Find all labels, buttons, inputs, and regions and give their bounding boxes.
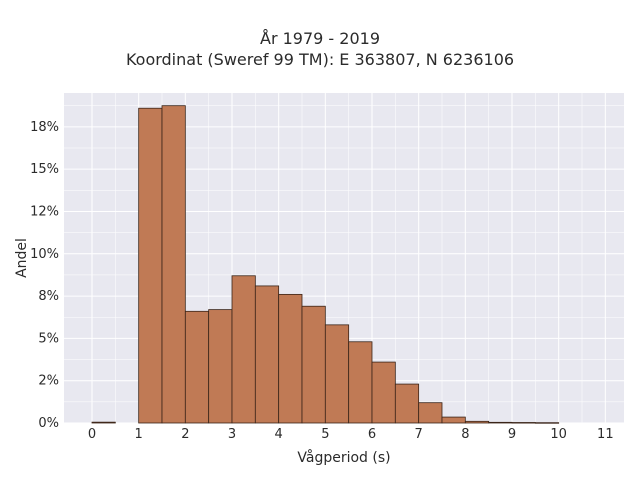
x-tick-label: 10 [550,427,567,442]
x-tick-label: 5 [321,427,329,442]
x-tick-label: 6 [368,427,376,442]
y-axis-label: Andel [14,238,30,278]
chart-subtitle: Koordinat (Sweref 99 TM): E 363807, N 62… [125,50,515,69]
bars [91,105,560,424]
y-tick-label: 18% [30,120,59,135]
y-tick-label: 12% [30,204,59,219]
y-tick-label: 2% [38,374,59,389]
y-tick-label: 8% [38,289,59,304]
y-tick-label: 5% [38,331,59,346]
x-tick-label: 3 [228,427,236,442]
histogram-bar [418,402,443,424]
x-tick-label: 2 [181,427,189,442]
histogram-bar [394,383,420,424]
histogram-bar [91,421,116,424]
x-tick-label: 1 [135,427,143,442]
x-axis-label: Vågperiod (s) [297,449,390,466]
y-tick-label: 15% [30,162,59,177]
y-axis-ticks: 0% 2% 5% 8% 10% 12% 15% 18% [30,120,59,431]
x-tick-label: 0 [88,427,96,442]
y-tick-label: 0% [38,416,59,431]
histogram-bar [324,324,350,424]
x-axis-ticks: 0 1 2 3 4 5 6 7 8 9 10 11 [88,427,614,442]
histogram-bar [278,293,303,424]
x-tick-label: 4 [275,427,283,442]
histogram-bar [441,416,466,424]
histogram-bar [511,422,536,424]
chart-title: År 1979 - 2019 [260,29,380,48]
histogram-bar [208,309,233,424]
x-tick-label: 9 [508,427,516,442]
histogram-bar [488,421,513,424]
histogram-bar [301,305,326,424]
histogram-bar [161,105,186,424]
histogram-bar [231,275,256,424]
y-tick-label: 10% [30,247,59,262]
histogram-bar [534,422,560,424]
histogram-bar [371,361,396,424]
histogram-bar [464,420,490,424]
histogram-bar [348,341,373,424]
histogram-bar [184,310,210,424]
histogram-bar [138,107,163,424]
x-tick-label: 11 [597,427,614,442]
x-tick-label: 8 [461,427,469,442]
x-tick-label: 7 [415,427,423,442]
histogram-bar [254,285,280,424]
